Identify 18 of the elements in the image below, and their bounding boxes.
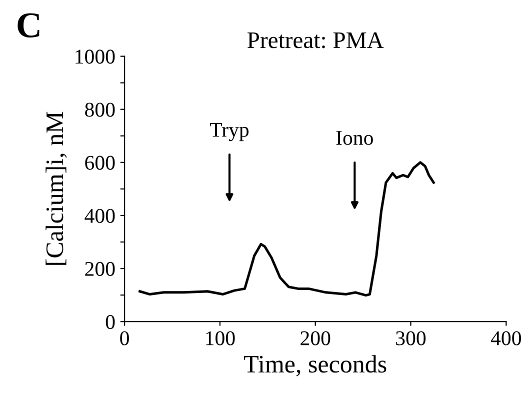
x-axis-title: Time, seconds bbox=[244, 355, 386, 376]
y-axis-title: [Calcium]i, nM bbox=[46, 112, 67, 265]
y-tick-label: 1000 bbox=[76, 50, 115, 64]
x-tick-label: 400 bbox=[490, 331, 521, 346]
y-tick-label: 400 bbox=[84, 208, 115, 223]
x-tick-label: 200 bbox=[300, 331, 330, 346]
x-tick-label: 0 bbox=[120, 331, 129, 346]
x-tick-label: 300 bbox=[396, 331, 426, 346]
annotation: Iono bbox=[336, 131, 373, 145]
y-tick-label: 200 bbox=[85, 262, 115, 276]
y-tick-label: 600 bbox=[85, 156, 115, 170]
y-tick-label: 800 bbox=[85, 102, 115, 117]
line-series bbox=[138, 161, 435, 297]
annotation: Tryp bbox=[210, 123, 249, 142]
chart-title: Pretreat: PMA bbox=[248, 32, 384, 48]
x-tick-label: 100 bbox=[206, 331, 235, 346]
text: C bbox=[18, 13, 40, 38]
y-tick-label: 0 bbox=[106, 314, 115, 330]
